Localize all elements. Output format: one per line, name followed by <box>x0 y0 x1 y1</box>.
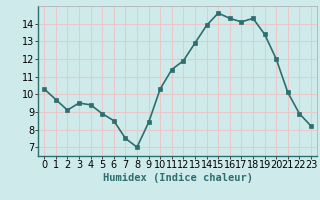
X-axis label: Humidex (Indice chaleur): Humidex (Indice chaleur) <box>103 173 252 183</box>
